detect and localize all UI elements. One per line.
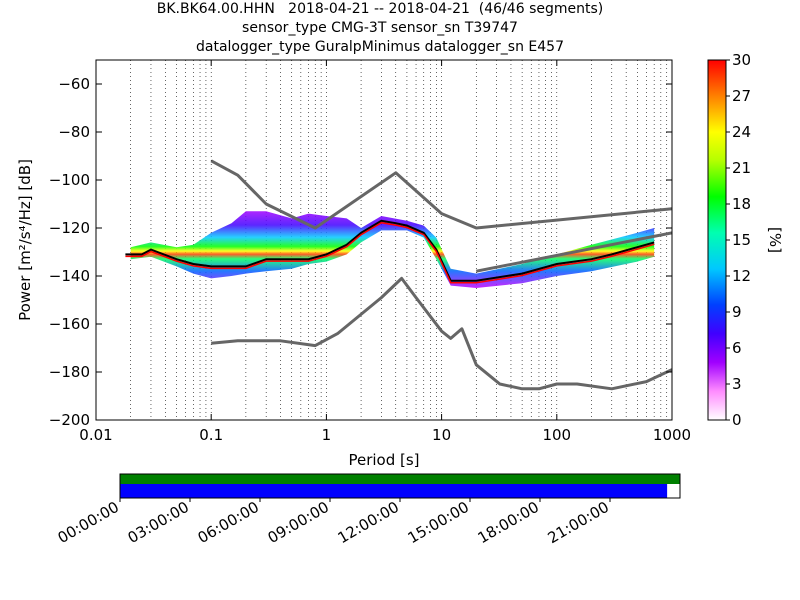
- time-tick-label: 21:00:00: [545, 498, 612, 547]
- x-tick-label: 0.1: [199, 426, 223, 444]
- availability-green-bar: [120, 474, 680, 484]
- y-tick-label: −160: [49, 315, 90, 333]
- psd-histogram-layer: [125, 211, 655, 288]
- availability-blue-bar: [120, 484, 668, 498]
- colorbar-tick-label: 21: [732, 159, 751, 177]
- y-axis-label: Power [m²/s⁴/Hz] [dB]: [16, 159, 34, 321]
- y-tick-label: −180: [49, 363, 90, 381]
- psd-peak-line: [125, 221, 655, 284]
- colorbar-tick-label: 24: [732, 123, 751, 141]
- colorbar-tick-label: 27: [732, 87, 751, 105]
- noise-model-high: [210, 159, 672, 230]
- y-tick-label: −120: [49, 219, 90, 237]
- x-tick-label: 1: [322, 426, 332, 444]
- colorbar-tick-label: 6: [732, 339, 742, 357]
- time-tick-label: 06:00:00: [195, 498, 262, 547]
- title-block: BK.BK64.00.HHN 2018-04-21 -- 2018-04-21 …: [0, 0, 760, 57]
- time-tick-label: 00:00:00: [55, 498, 122, 547]
- time-axis-labels: 00:00:00 03:00:00 06:00:00 09:00:00 12:00:00…: [55, 498, 612, 547]
- psd-mode-line: [125, 219, 655, 282]
- y-tick-label: −200: [49, 411, 90, 429]
- x-tick-label: 0.01: [79, 426, 112, 444]
- noise-model-layer: [210, 159, 672, 391]
- colorbar-tick-label: 18: [732, 195, 751, 213]
- colorbar: [707, 59, 727, 421]
- y-tick-label: −100: [49, 171, 90, 189]
- colorbar-tick-label: 0: [732, 411, 742, 429]
- time-tick-label: 15:00:00: [405, 498, 472, 547]
- x-tick-label: 100: [542, 426, 571, 444]
- x-tick-label: 1000: [653, 426, 691, 444]
- time-tick-label: 12:00:00: [335, 498, 402, 547]
- title-line-2: sensor_type CMG-3T sensor_sn T39747: [242, 20, 518, 36]
- title-line-1: BK.BK64.00.HHN 2018-04-21 -- 2018-04-21 …: [156, 1, 604, 17]
- time-tick-label: 09:00:00: [265, 498, 332, 547]
- noise-model-low-high-connector: [475, 231, 672, 273]
- y-tick-label: −140: [49, 267, 90, 285]
- colorbar-tick-label: 9: [732, 303, 742, 321]
- colorbar-tick-label: 30: [732, 51, 751, 69]
- colorbar-label: [%]: [766, 227, 784, 253]
- x-tick-label: 10: [432, 426, 451, 444]
- plot-frame: [95, 59, 673, 421]
- colorbar-tick-label: 15: [732, 231, 751, 249]
- grid-layer: [130, 60, 668, 420]
- y-tick-label: −60: [58, 75, 90, 93]
- y-axis: −200 −180 −160 −140 −120 −100 −80 −60: [49, 75, 672, 429]
- colorbar-axis: 0 3 6 9 12 15 18 21 24 27 30: [726, 51, 751, 429]
- colorbar-tick-label: 12: [732, 267, 751, 285]
- x-axis-label: Period [s]: [348, 451, 419, 469]
- y-tick-label: −80: [58, 123, 90, 141]
- data-availability-bar: [119, 473, 681, 499]
- noise-model-low: [211, 276, 672, 391]
- x-axis: 0.01 0.1 1 10 100 1000: [79, 60, 691, 444]
- title-line-3: datalogger_type GuralpMinimus datalogger…: [196, 39, 564, 55]
- time-tick-label: 18:00:00: [475, 498, 542, 547]
- time-tick-label: 03:00:00: [125, 498, 192, 547]
- colorbar-tick-label: 3: [732, 375, 742, 393]
- psd-histogram-band: [130, 211, 655, 288]
